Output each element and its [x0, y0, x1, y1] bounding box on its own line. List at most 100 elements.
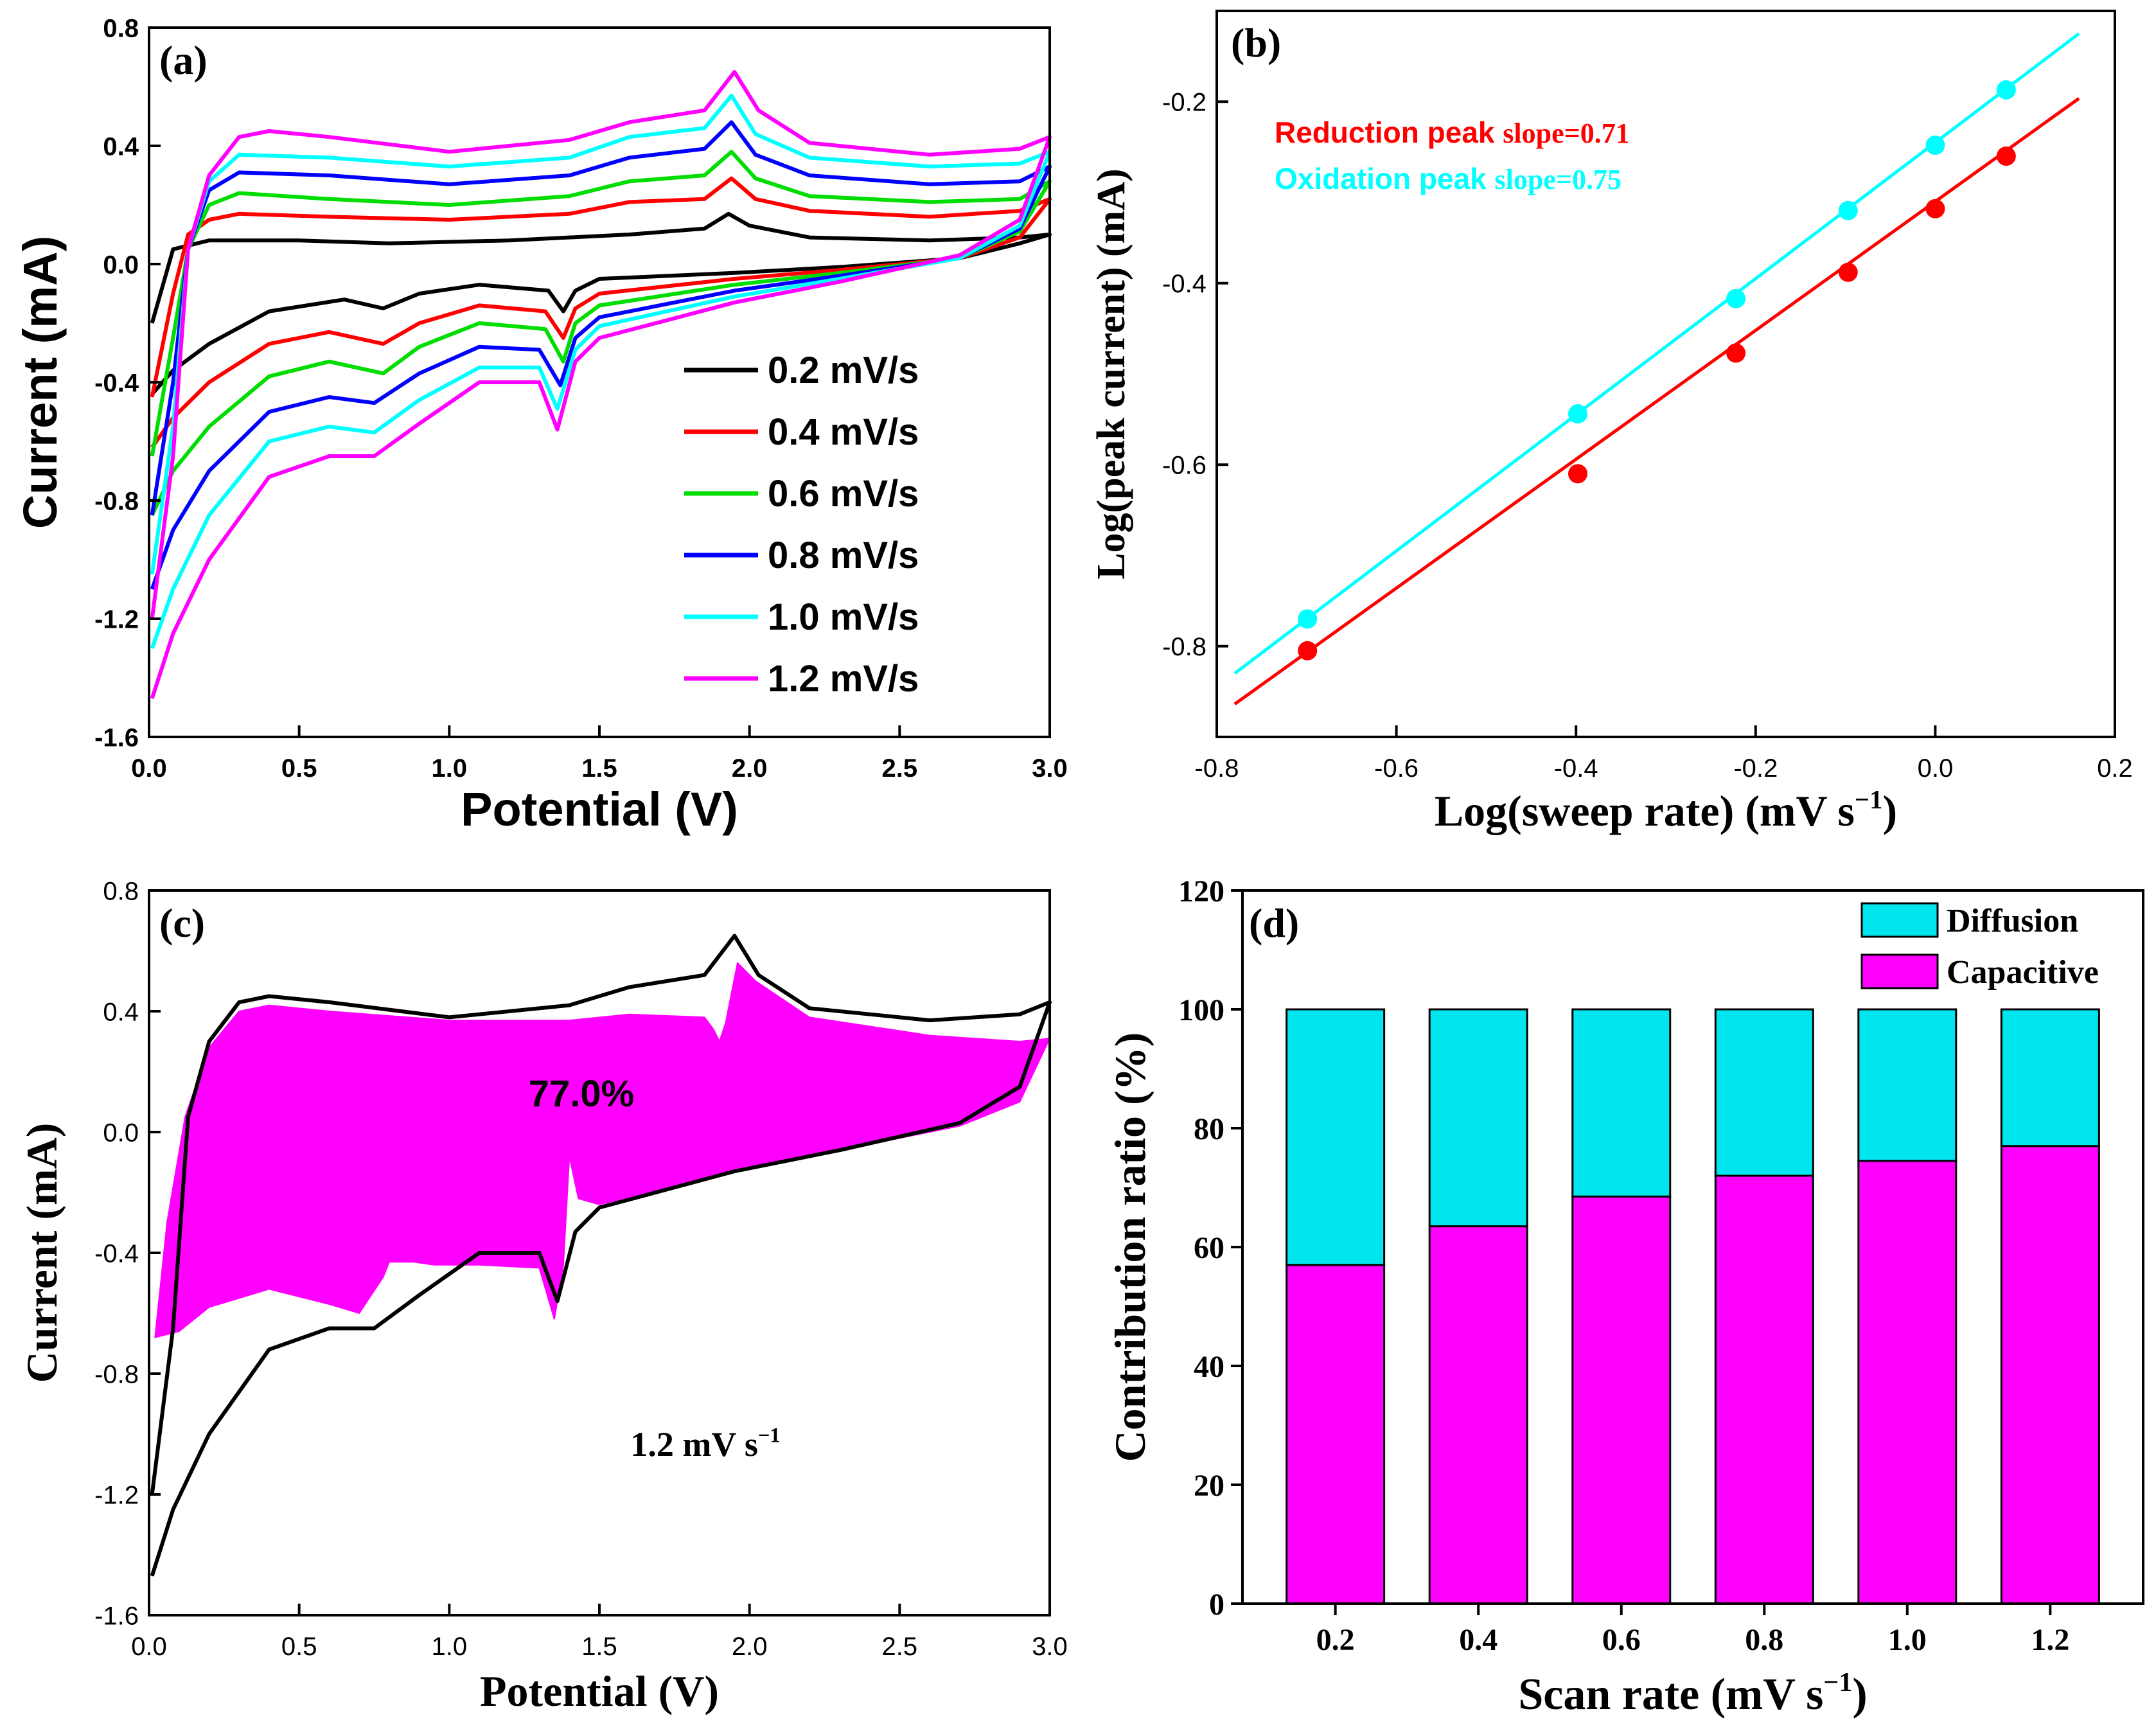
y-axis-title: Current (mA) [17, 1123, 66, 1383]
x-tick-label: -0.2 [1733, 754, 1778, 783]
x-tick-label: 2.5 [882, 754, 918, 783]
cv-curve-10 [150, 93, 1052, 650]
x-tick-label: 0.2 [2097, 754, 2133, 783]
x-tick-label: 0.2 [1316, 1623, 1355, 1657]
y-tick-label: -0.8 [94, 1360, 139, 1388]
bar-diffusion [1428, 1008, 1528, 1228]
panel-label: (b) [1231, 20, 1281, 66]
percentage-annotation: 77.0% [529, 1073, 634, 1115]
panel-a: 0.0 0.5 1.0 1.5 2.0 2.5 3.0 -1.6 -1.2 -0.8 -0.4 0.0… [13, 14, 1068, 836]
x-tick-label: -0.8 [1195, 754, 1239, 783]
x-tick-label: 0.5 [281, 1633, 317, 1661]
data-point [1568, 464, 1587, 484]
capacitive-area [154, 961, 1051, 1338]
x-tick-label: 1.2 [2031, 1623, 2069, 1657]
legend-label: 0.8 mV/s [768, 535, 919, 576]
panel-label: (d) [1249, 900, 1299, 946]
y-tick-label: -0.8 [1162, 633, 1206, 661]
x-tick-label: 3.0 [1032, 1633, 1068, 1661]
annotation-reduction: Reduction peak slope=0.71 [1275, 116, 1630, 149]
y-tick-label: -0.4 [94, 1239, 139, 1268]
plot-frame [1215, 10, 2116, 738]
x-tick-label: 1.0 [1888, 1623, 1927, 1657]
panel-c: 0.0 0.5 1.0 1.5 2.0 2.5 3.0 -1.6 -1.2 -0.8 -0.4 0.0… [17, 877, 1068, 1715]
x-axis-title: Potential (V) [480, 1667, 719, 1715]
legend: 0.2 mV/s 0.4 mV/s 0.6 mV/s 0.8 mV/s 1.0 mV/s… [684, 350, 919, 700]
cv-curve-08 [150, 120, 1052, 590]
x-tick-label: 2.0 [732, 754, 768, 783]
y-tick-label: 0 [1209, 1588, 1224, 1622]
legend-label: Capacitive [1947, 954, 2099, 991]
data-point [1996, 146, 2016, 166]
y-tick-label: -0.2 [1162, 89, 1206, 117]
bar-capacitive [1714, 1174, 1814, 1605]
fit-line-reduction [1233, 97, 2080, 705]
legend-label: 1.0 mV/s [768, 596, 919, 638]
bar-capacitive [1571, 1195, 1672, 1605]
panel-label: (c) [159, 900, 205, 946]
bar-diffusion [2000, 1008, 2100, 1147]
legend-label: Diffusion [1947, 903, 2078, 939]
x-tick-label: 1.5 [581, 1633, 617, 1661]
x-tick-label: 0.8 [1745, 1623, 1783, 1657]
y-tick-label: -1.2 [94, 1481, 139, 1509]
y-tick-label: 0.0 [103, 251, 139, 279]
x-tick-label: 1.0 [432, 1633, 468, 1661]
panel-label: (a) [159, 37, 208, 83]
y-tick-label: 0.8 [103, 14, 139, 42]
bar-diffusion [1571, 1008, 1672, 1198]
x-tick-label: -0.4 [1554, 754, 1598, 783]
data-point [1726, 343, 1746, 363]
bar-capacitive [1428, 1225, 1528, 1605]
y-tick-label: -0.4 [94, 369, 139, 397]
x-tick-label: 0.0 [131, 754, 167, 783]
x-tick-label: 0.0 [131, 1633, 167, 1661]
legend-label: 0.4 mV/s [768, 411, 919, 453]
x-axis-title: Log(sweep rate) (mV s−1) [1435, 785, 1897, 835]
x-tick-label: 1.0 [432, 754, 468, 783]
y-tick-label: -0.4 [1162, 270, 1206, 298]
panel-d: 0.2 0.4 0.6 0.8 1.0 1.2 0 20 40 60 80 100 120 (d) Scan… [1106, 874, 2144, 1719]
x-tick-label: 0.0 [1918, 754, 1954, 783]
cv-curve-04 [150, 176, 1052, 448]
bar-diffusion [1857, 1008, 1957, 1162]
data-point [1568, 404, 1587, 424]
y-axis-title: Log(peak current) (mA) [1090, 168, 1133, 579]
panel-b: -0.8 -0.6 -0.4 -0.2 0.0 0.2 -0.8 -0.6 -0.4 -0.2 (b… [1090, 10, 2133, 835]
y-tick-label: -1.2 [94, 605, 139, 633]
x-axis-title: Potential (V) [461, 783, 738, 836]
x-tick-label: -0.6 [1374, 754, 1418, 783]
y-tick-label: 60 [1194, 1231, 1224, 1265]
data-point [1726, 288, 1746, 308]
legend-label: 1.2 mV/s [768, 658, 919, 700]
data-point [1838, 262, 1858, 282]
x-tick-label: 0.6 [1602, 1623, 1641, 1657]
y-tick-label: 120 [1178, 874, 1224, 908]
y-tick-label: -1.6 [94, 1602, 139, 1630]
y-axis-title: Contribution ratio (%) [1106, 1032, 1154, 1462]
legend-label: 0.2 mV/s [768, 350, 919, 391]
y-tick-label: 0.0 [103, 1119, 139, 1147]
annotation-oxidation: Oxidation peak slope=0.75 [1275, 162, 1621, 195]
bar-capacitive [2000, 1145, 2100, 1605]
data-point [1996, 80, 2016, 100]
x-tick-label: 1.5 [581, 754, 617, 783]
x-tick-label: 0.5 [281, 754, 317, 783]
x-axis-title: Scan rate (mV s−1) [1518, 1668, 1867, 1719]
y-tick-label: 100 [1178, 993, 1224, 1027]
y-axis-title: Current (mA) [13, 236, 67, 529]
y-tick-label: 20 [1194, 1469, 1224, 1503]
legend-swatch [1860, 902, 1939, 938]
cv-curve-06 [150, 150, 1052, 517]
x-tick-label: 0.4 [1459, 1623, 1498, 1657]
y-tick-label: -0.8 [94, 487, 139, 515]
y-tick-label: 40 [1194, 1350, 1224, 1384]
legend-label: 0.6 mV/s [768, 473, 919, 515]
data-point [1298, 641, 1318, 660]
data-point [1925, 136, 1945, 155]
y-tick-label: -1.6 [94, 723, 139, 752]
bar-capacitive [1286, 1264, 1386, 1605]
cv-curve-02 [150, 211, 1052, 396]
y-tick-label: 0.8 [103, 877, 139, 905]
